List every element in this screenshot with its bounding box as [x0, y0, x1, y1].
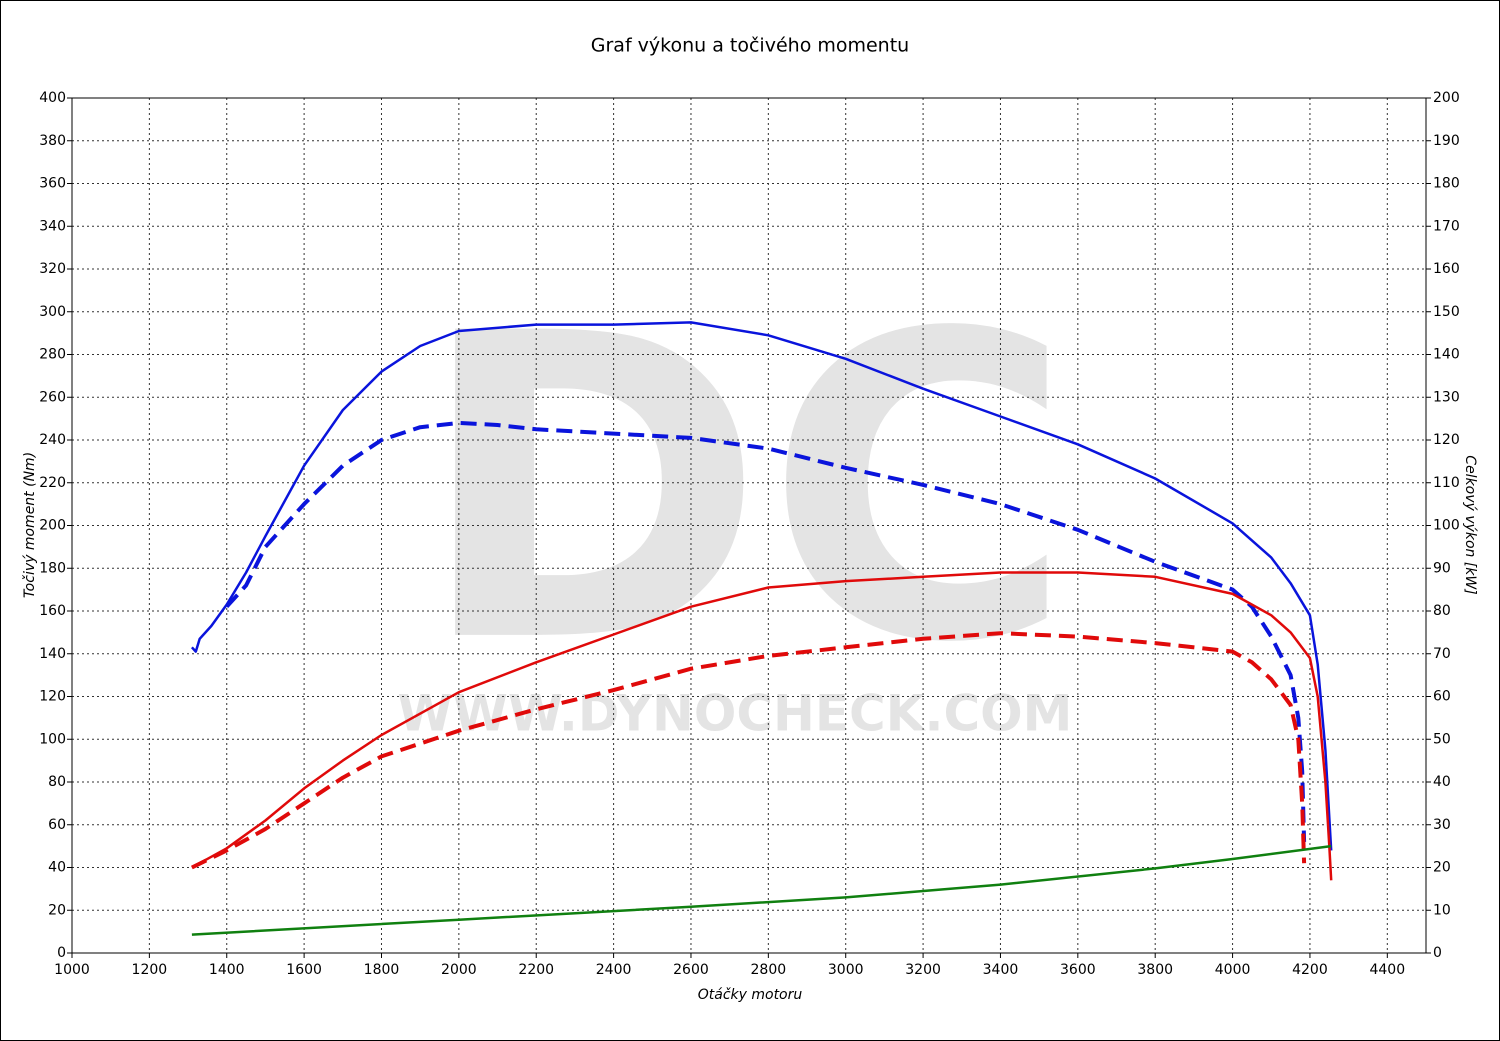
y2-tick-label: 120: [1433, 432, 1460, 448]
x-tick-label: 3800: [1137, 962, 1173, 978]
y-tick-label: 60: [48, 817, 66, 833]
y-tick-label: 280: [39, 347, 66, 363]
y-tick-label: 100: [39, 731, 66, 747]
y-tick-label: 220: [39, 475, 66, 491]
x-tick-label: 4000: [1215, 962, 1251, 978]
x-tick-label: 1200: [132, 962, 168, 978]
y2-tick-label: 20: [1433, 860, 1451, 876]
y-tick-label: 40: [48, 860, 66, 876]
y2-tick-label: 50: [1433, 731, 1451, 747]
x-tick-label: 3000: [828, 962, 864, 978]
y-tick-label: 380: [39, 133, 66, 149]
y-tick-label: 320: [39, 261, 66, 277]
y2-tick-label: 110: [1433, 475, 1460, 491]
x-tick-label: 3400: [983, 962, 1019, 978]
x-tick-label: 2800: [751, 962, 787, 978]
y-tick-label: 300: [39, 304, 66, 320]
y2-tick-label: 0: [1433, 945, 1442, 961]
x-tick-label: 1800: [364, 962, 400, 978]
x-tick-label: 2000: [441, 962, 477, 978]
y-tick-label: 260: [39, 389, 66, 405]
series-line: [191, 844, 1332, 936]
x-tick-label: 4200: [1292, 962, 1328, 978]
y2-tick-label: 70: [1433, 646, 1451, 662]
y-tick-label: 200: [39, 518, 66, 534]
watermark-logo: DC: [417, 246, 1074, 735]
y-tick-label: 80: [48, 774, 66, 790]
y2-tick-label: 140: [1433, 347, 1460, 363]
y2-tick-label: 90: [1433, 560, 1451, 576]
x-tick-label: 4400: [1369, 962, 1405, 978]
y2-tick-label: 150: [1433, 304, 1460, 320]
y2-tick-label: 60: [1433, 689, 1451, 705]
series-line: [191, 631, 1307, 870]
x-tick-label: 3200: [905, 962, 941, 978]
y-tick-label: 140: [39, 646, 66, 662]
chart-title: Graf výkonu a točivého momentu: [591, 35, 909, 57]
y2-tick-label: 200: [1433, 90, 1460, 106]
y2-tick-label: 30: [1433, 817, 1451, 833]
y2-tick-label: 80: [1433, 603, 1451, 619]
x-tick-label: 3600: [1060, 962, 1096, 978]
y-tick-label: 400: [39, 90, 66, 106]
series-line: [191, 571, 1333, 881]
y2-tick-label: 180: [1433, 176, 1460, 192]
y-tick-label: 120: [39, 689, 66, 705]
x-tick-label: 1600: [286, 962, 322, 978]
y2-tick-label: 130: [1433, 389, 1460, 405]
y-tick-label: 160: [39, 603, 66, 619]
x-tick-label: 2400: [596, 962, 632, 978]
plot-border: [71, 97, 1427, 954]
series-line: [190, 321, 1333, 851]
y2-tick-label: 160: [1433, 261, 1460, 277]
watermark-url: WWW.DYNOCHECK.COM: [398, 685, 1073, 743]
y2-axis-label: Celkový výkon [kW]: [1462, 455, 1478, 594]
y-tick-label: 20: [48, 902, 66, 918]
x-axis-label: Otáčky motoru: [698, 987, 803, 1003]
y-tick-label: 180: [39, 560, 66, 576]
x-tick-label: 2200: [518, 962, 554, 978]
x-tick-label: 2600: [673, 962, 709, 978]
y2-tick-label: 10: [1433, 902, 1451, 918]
y-tick-label: 0: [57, 945, 66, 961]
x-tick-label: 1000: [54, 962, 90, 978]
y2-tick-label: 40: [1433, 774, 1451, 790]
y-tick-label: 340: [39, 218, 66, 234]
y-axis-label: Točivý moment (Nm): [22, 452, 38, 598]
y2-tick-label: 100: [1433, 518, 1460, 534]
y-tick-label: 240: [39, 432, 66, 448]
x-tick-label: 1400: [209, 962, 245, 978]
y2-tick-label: 190: [1433, 133, 1460, 149]
y2-tick-label: 170: [1433, 218, 1460, 234]
y-tick-label: 360: [39, 176, 66, 192]
